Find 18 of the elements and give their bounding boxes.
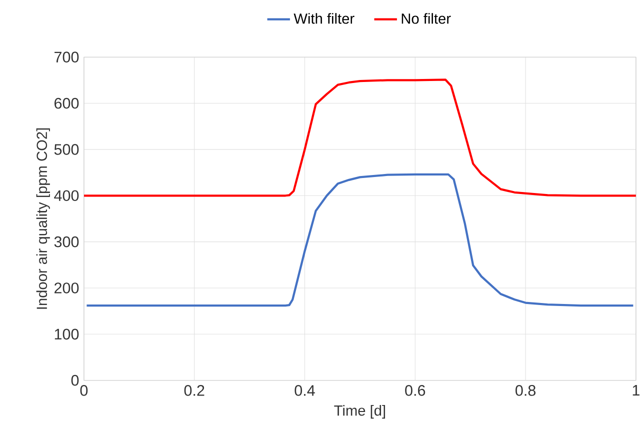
legend-label: No filter [402, 12, 451, 24]
y-tick-label: 700 [54, 51, 79, 62]
y-tick-label: 300 [54, 236, 79, 247]
x-tick-label: 1 [632, 384, 640, 396]
y-tick-label: 500 [54, 144, 79, 155]
y-tick-label: 200 [54, 282, 79, 294]
x-tick-label: 0.4 [294, 384, 315, 396]
y-tick-label: 400 [54, 190, 79, 201]
y-tick-label: 0 [71, 374, 79, 386]
x-tick-label: 0.2 [184, 384, 204, 396]
y-tick-label: 100 [54, 328, 79, 340]
legend-label: With filter [294, 12, 354, 24]
x-tick-label: 0.6 [405, 384, 426, 396]
x-tick-label: 0.8 [516, 384, 536, 396]
y-tick-label: 600 [54, 98, 79, 108]
x-axis-title: Time [d] [334, 404, 386, 418]
y-axis-title: Indoor air quality [ppm CO2] [36, 128, 50, 309]
x-tick-label: 0 [80, 384, 88, 396]
